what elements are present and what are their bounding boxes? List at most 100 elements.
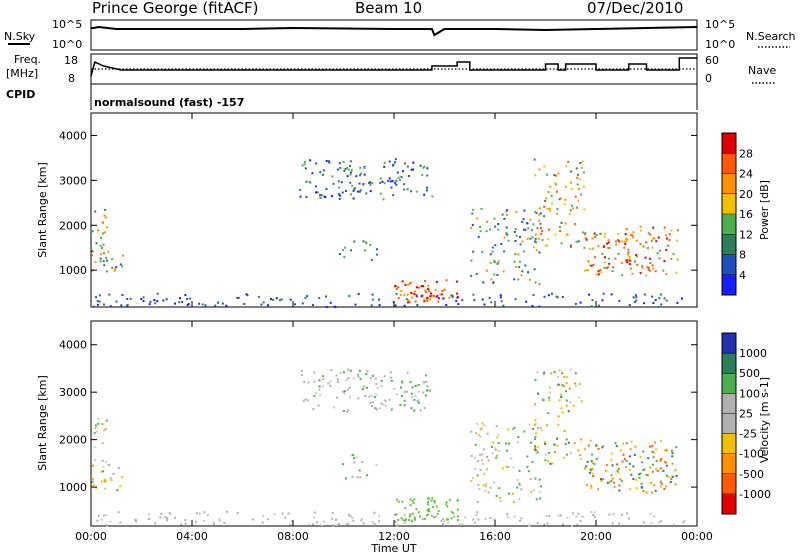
echo-cell [407, 283, 410, 286]
echo-cell [98, 300, 101, 303]
echo-cell [605, 267, 608, 270]
echo-cell [121, 476, 124, 479]
echo-cell [403, 404, 406, 407]
echo-cell [339, 371, 342, 374]
velocity-panel: 1000 2000 3000 4000 Slant Range [km] [36, 320, 698, 527]
echo-cell [289, 298, 292, 301]
echo-cell [579, 519, 582, 522]
echo-cell [648, 257, 651, 260]
echo-cell [649, 445, 651, 448]
echo-cell [475, 273, 478, 275]
echo-cell [539, 485, 542, 488]
echo-cell [343, 390, 346, 393]
echo-cell [405, 518, 408, 521]
echo-cell [497, 223, 500, 225]
echo-cell [658, 257, 661, 260]
colorbar-tick-label: 100 [739, 387, 760, 400]
echo-cell [574, 384, 577, 387]
echo-cell [534, 379, 537, 381]
echo-cell [300, 374, 303, 376]
echo-cell [626, 259, 629, 262]
echo-cell [169, 513, 172, 516]
echo-cell [401, 500, 404, 503]
echo-cell [587, 444, 590, 447]
echo-cell [270, 298, 272, 301]
echo-cell [518, 266, 521, 269]
echo-cell [520, 488, 523, 491]
echo-cell [597, 488, 600, 491]
echo-cell [518, 482, 521, 485]
y-tick-label: 2000 [59, 219, 87, 232]
echo-cell [369, 183, 372, 186]
echo-cell [558, 383, 561, 386]
echo-cell [346, 166, 349, 169]
echo-cell [371, 298, 374, 301]
echo-cell [495, 456, 498, 459]
echo-cell [357, 373, 360, 376]
echo-cell [367, 182, 370, 184]
echo-cell [498, 487, 501, 490]
echo-cell [335, 374, 338, 377]
echo-cell [567, 410, 570, 413]
echo-cell [348, 386, 351, 389]
echo-cell [494, 447, 497, 450]
echo-cell [395, 498, 398, 501]
echo-cell [513, 426, 516, 429]
echo-cell [431, 497, 434, 500]
echo-cell [628, 455, 631, 458]
colorbar-tick-label: -25 [739, 428, 757, 441]
echo-cell [602, 292, 605, 295]
echo-cell [109, 477, 112, 480]
echo-cell [592, 475, 595, 477]
echo-cell [652, 451, 655, 454]
echo-cell [534, 237, 537, 240]
echo-cell [94, 427, 97, 429]
echo-cell [424, 374, 427, 377]
echo-cell [674, 483, 677, 486]
echo-cell [411, 512, 414, 515]
echo-cell [93, 305, 96, 308]
echo-cell [338, 162, 341, 165]
echo-cell [159, 516, 162, 519]
echo-cell [567, 441, 570, 444]
echo-cell [554, 233, 557, 236]
echo-cell [399, 293, 402, 296]
echo-cell [403, 304, 406, 307]
echo-cell [178, 301, 181, 304]
echo-cell [428, 497, 431, 500]
echo-cell [590, 484, 593, 487]
echo-cell [566, 233, 569, 236]
echo-cell [319, 171, 322, 174]
echo-cell [195, 512, 198, 515]
echo-cell [373, 511, 376, 514]
echo-cell [403, 390, 406, 393]
echo-cell [665, 449, 668, 452]
echo-cell [550, 194, 553, 197]
echo-cell [585, 238, 588, 241]
echo-cell [409, 504, 412, 507]
echo-cell [389, 371, 392, 374]
echo-cell [425, 291, 428, 293]
echo-cell [521, 220, 524, 223]
echo-cell [611, 477, 614, 480]
echo-cell [547, 238, 550, 241]
echo-cell [475, 514, 478, 517]
echo-cell [101, 221, 104, 224]
echo-cell [642, 245, 645, 248]
echo-cell [368, 395, 370, 398]
echo-cell [665, 273, 668, 276]
echo-cell [448, 296, 451, 299]
echo-cell [173, 516, 176, 519]
echo-cell [435, 505, 438, 508]
echo-cell [667, 475, 670, 478]
echo-cell [485, 230, 488, 233]
echo-cell [349, 396, 351, 399]
echo-cell [639, 225, 642, 228]
echo-cell [576, 206, 579, 209]
echo-cell [600, 478, 602, 481]
echo-cell [526, 222, 529, 224]
echo-cell [390, 186, 393, 189]
echo-cell [587, 260, 590, 263]
echo-cell [512, 492, 514, 495]
echo-cell [414, 518, 416, 521]
